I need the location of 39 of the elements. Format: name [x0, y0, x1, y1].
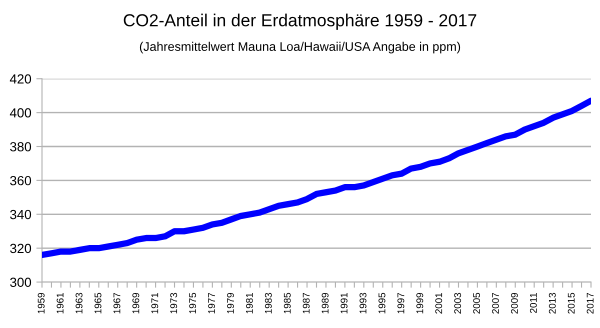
x-tick-label: 1999: [416, 292, 424, 314]
x-tick-label: 1975: [189, 292, 196, 314]
x-tick-label: 1997: [397, 292, 404, 314]
x-tick-label: 1977: [208, 292, 215, 314]
chart-title: CO2-Anteil in der Erdatmosphäre 1959 - 2017: [124, 14, 476, 30]
y-tick-label: 400: [10, 108, 32, 118]
x-tick-label: 1967: [113, 292, 120, 314]
x-tick-label: 1987: [302, 292, 310, 314]
x-tick-label: 1993: [360, 292, 366, 314]
x-tick-label: 2001: [435, 292, 442, 314]
y-tick-label: 380: [10, 142, 32, 152]
x-tick-label: 2005: [473, 292, 480, 314]
x-tick-label: 1971: [151, 292, 158, 314]
x-tick-label: 1981: [246, 292, 253, 314]
x-tick-label: 1973: [170, 292, 178, 314]
y-tick-label: 300: [10, 278, 32, 287]
x-tick-label: 2009: [511, 292, 518, 314]
x-tick-label: 2011: [530, 292, 537, 313]
x-tick-label: 2015: [568, 292, 575, 314]
x-tick-label: 2003: [454, 292, 462, 314]
y-tick-label: 420: [10, 74, 32, 84]
x-tick-label: 2007: [492, 292, 499, 314]
x-tick-label: 1969: [132, 292, 140, 314]
x-tick-label: 1995: [378, 292, 386, 314]
x-tick-label: 1989: [322, 292, 329, 314]
x-tick-label: 1963: [76, 292, 82, 314]
y-tick-label: 340: [10, 210, 32, 220]
chart-subtitle: (Jahresmittelwert Mauna Loa/Hawaii/USA Angabe in ppm): [140, 42, 460, 54]
x-tick-label: 1965: [94, 292, 102, 314]
x-tick-label: 2017: [586, 292, 594, 314]
y-tick-label: 320: [10, 244, 32, 254]
x-tick-label: 2013: [548, 292, 556, 314]
x-tick-label: 1961: [56, 292, 64, 314]
x-tick-label: 1959: [38, 292, 45, 314]
x-tick-label: 1983: [264, 292, 272, 314]
x-tick-label: 1985: [284, 292, 291, 314]
y-tick-label: 360: [10, 176, 32, 186]
x-tick-label: 1991: [340, 292, 348, 314]
x-tick-label: 1979: [227, 292, 234, 314]
